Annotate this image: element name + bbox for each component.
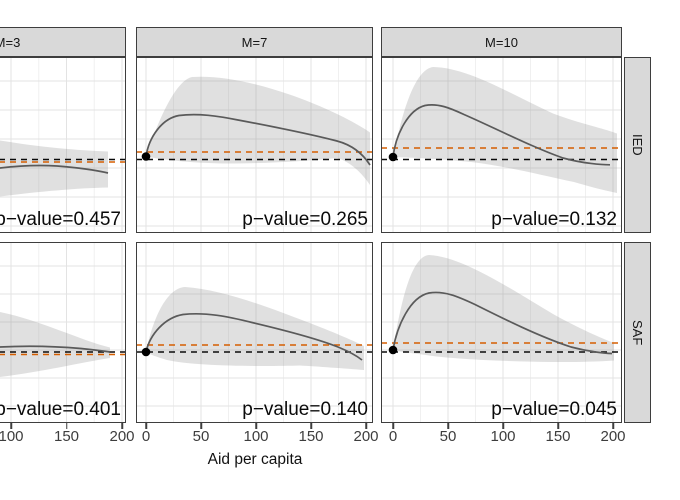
- confidence-band: [0, 312, 110, 377]
- start-point: [388, 345, 398, 355]
- x-tick: [145, 423, 147, 429]
- x-tick-label: 100: [490, 428, 516, 445]
- panel-border: [136, 57, 373, 233]
- x-tick: [10, 423, 12, 429]
- p-value-label: p−value=0.045: [491, 399, 617, 420]
- panel-saf-m10: p−value=0.045: [381, 242, 622, 423]
- x-tick-label: 150: [298, 428, 324, 445]
- x-tick: [447, 423, 449, 429]
- facet-strip-m7-label: M=7: [241, 34, 268, 50]
- effect-curve: [145, 312, 363, 361]
- p-value-label: p−value=0.457: [0, 209, 121, 230]
- x-tick-label: 0: [388, 428, 398, 445]
- confidence-band: [0, 140, 108, 197]
- start-point: [141, 347, 151, 357]
- facet-strip-m10: M=10: [381, 27, 622, 57]
- p-value-label: p−value=0.140: [242, 399, 368, 420]
- panel-ied-m10: p−value=0.132: [381, 57, 622, 233]
- x-tick: [255, 423, 257, 429]
- gridlines: [136, 57, 373, 233]
- facet-strip-ied-label: IED: [630, 134, 645, 156]
- x-tick-label: 100: [243, 428, 269, 445]
- effect-curve: [392, 104, 611, 166]
- p-value-label: p−value=0.401: [0, 399, 121, 420]
- x-tick-label: 0: [141, 428, 151, 445]
- facet-strip-saf: SAF: [624, 242, 651, 423]
- panel-ied-m3-plot: [0, 57, 126, 233]
- x-tick-label: 200: [600, 428, 626, 445]
- x-tick-label: 150: [53, 428, 80, 445]
- x-tick: [365, 423, 367, 429]
- facet-strip-m10-label: M=10: [485, 34, 518, 50]
- x-tick-label: 150: [545, 428, 571, 445]
- facet-strip-ied: IED: [624, 57, 651, 233]
- panel-ied-m7-plot: [136, 57, 373, 233]
- panel-border: [381, 242, 622, 423]
- p-value-label: p−value=0.132: [491, 209, 617, 230]
- panel-ied-m3: p−value=0.457: [0, 57, 126, 233]
- x-tick: [392, 423, 394, 429]
- x-tick-label: 50: [439, 428, 457, 445]
- panel-border: [381, 57, 622, 233]
- effect-curve: [392, 291, 613, 355]
- x-tick-label: 200: [353, 428, 379, 445]
- panel-saf-m3: p−value=0.401: [0, 242, 126, 423]
- panel-border: [136, 242, 373, 423]
- start-point: [141, 152, 151, 161]
- facet-strip-m7: M=7: [136, 27, 373, 57]
- p-value-label: p−value=0.265: [242, 209, 368, 230]
- x-tick: [310, 423, 312, 429]
- panel-border: [0, 57, 126, 233]
- panel-saf-m7: p−value=0.140: [136, 242, 373, 423]
- x-tick-label: 200: [109, 428, 135, 445]
- x-tick: [65, 423, 68, 429]
- start-point: [388, 152, 398, 162]
- panel-saf-m10-plot: [381, 242, 622, 423]
- x-tick: [502, 423, 504, 429]
- x-tick: [200, 423, 202, 429]
- x-tick-label: 100: [0, 428, 24, 445]
- gridlines: [0, 242, 126, 423]
- x-tick: [557, 423, 559, 429]
- x-tick: [612, 423, 614, 429]
- confidence-band: [393, 255, 614, 363]
- confidence-band: [393, 67, 617, 193]
- panel-saf-m3-plot: [0, 242, 126, 423]
- effect-curve: [0, 345, 111, 353]
- x-axis-title: Aid per capita: [207, 451, 303, 468]
- panel-ied-m10-plot: [381, 57, 622, 233]
- panel-ied-m7: p−value=0.265: [136, 57, 373, 233]
- panel-border: [0, 242, 126, 423]
- effect-curve: [0, 164, 109, 174]
- effect-curve: [145, 113, 371, 166]
- facet-strip-saf-label: SAF: [630, 319, 645, 346]
- gridlines: [0, 57, 126, 233]
- panel-saf-m7-plot: [136, 242, 373, 423]
- facet-strip-m3-label: M=3: [0, 34, 21, 50]
- facet-strip-m3: M=3: [0, 27, 126, 57]
- x-tick: [121, 423, 123, 429]
- confidence-band: [146, 76, 370, 185]
- gridlines: [136, 242, 373, 423]
- x-tick-label: 50: [192, 428, 210, 445]
- confidence-band: [146, 287, 364, 370]
